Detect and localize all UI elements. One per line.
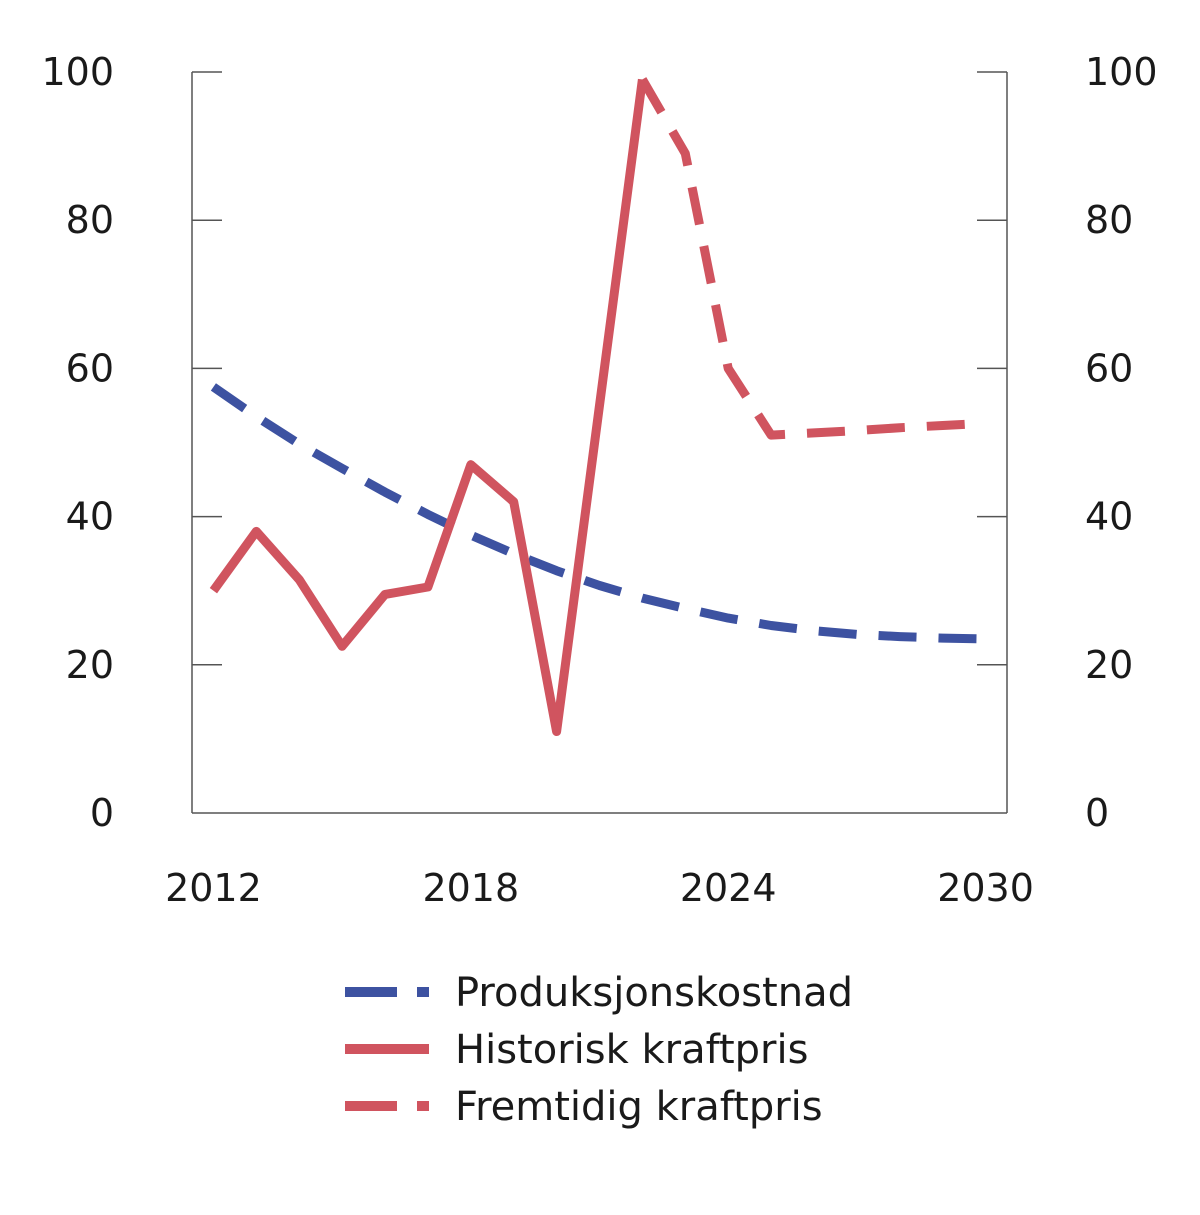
y-tick-label-right: 40 bbox=[1085, 495, 1133, 539]
y-tick-label-left: 0 bbox=[90, 791, 114, 835]
y-tick-label-right: 60 bbox=[1085, 346, 1133, 390]
legend-label: Historisk kraftpris bbox=[455, 1027, 808, 1073]
x-tick-label: 2018 bbox=[422, 866, 519, 910]
y-tick-label-right: 80 bbox=[1085, 198, 1133, 242]
y-tick-label-left: 100 bbox=[41, 50, 114, 94]
y-tick-label-right: 100 bbox=[1085, 50, 1158, 94]
legend-label: Produksjonskostnad bbox=[455, 970, 853, 1016]
y-tick-label-left: 60 bbox=[66, 346, 114, 390]
series-line-2 bbox=[209, 78, 647, 736]
y-tick-label-left: 40 bbox=[66, 495, 114, 539]
chart-ticks: 0 0 20 20 40 40 60 60 80 80 100 100 2012 2018 2024 2030 bbox=[41, 50, 1157, 910]
y-tick-label-left: 80 bbox=[66, 198, 114, 242]
series-line-1 bbox=[210, 383, 986, 644]
chart-series bbox=[209, 77, 986, 736]
chart-legend: Produksjonskostnad Historisk kraftpris Fre… bbox=[345, 970, 853, 1130]
y-tick-label-right: 20 bbox=[1085, 643, 1133, 687]
x-tick-label: 2024 bbox=[680, 866, 777, 910]
legend-label: Fremtidig kraftpris bbox=[455, 1084, 823, 1130]
x-tick-label: 2012 bbox=[165, 866, 262, 910]
x-tick-label: 2030 bbox=[937, 866, 1034, 910]
series-line-3 bbox=[638, 77, 986, 440]
chart-axes bbox=[191, 72, 1008, 814]
y-tick-label-left: 20 bbox=[66, 643, 114, 687]
y-tick-label-right: 0 bbox=[1085, 791, 1109, 835]
